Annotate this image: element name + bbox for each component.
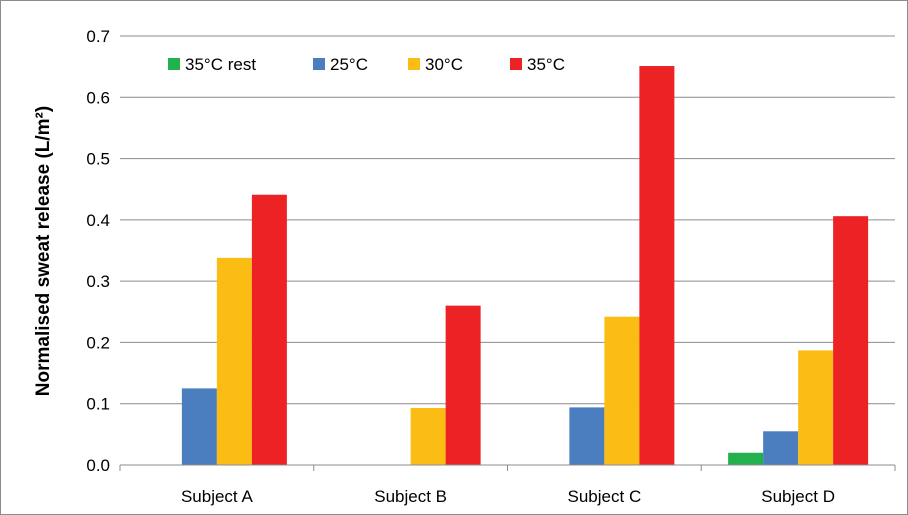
bar-subject-b-series-2	[410, 408, 446, 465]
y-tick-label: 0.6	[86, 88, 110, 107]
legend-label: 30°C	[425, 55, 463, 74]
bar-subject-c-series-2	[604, 316, 640, 465]
legend-swatch	[313, 58, 325, 70]
x-tick-label: Subject C	[568, 487, 642, 506]
bar-subject-a-series-3	[251, 194, 287, 466]
legend: 35°C rest 25°C 30°C 35°C	[168, 55, 565, 74]
legend-swatch	[510, 58, 522, 70]
bar-subject-c-series-1	[569, 407, 605, 465]
bar-subject-d-series-3	[833, 216, 869, 465]
x-tick-label: Subject B	[374, 487, 447, 506]
bar-subject-d-series-2	[798, 350, 834, 465]
bar-subject-a-series-1	[181, 388, 217, 465]
bar-subject-d-series-1	[763, 431, 799, 465]
x-tick-label: Subject D	[761, 487, 835, 506]
y-tick-label: 0.1	[86, 395, 110, 414]
y-tick-label: 0.0	[86, 456, 110, 475]
y-tick-label: 0.5	[86, 150, 110, 169]
legend-swatch	[408, 58, 420, 70]
y-axis-title: Normalised sweat release (L/m²)	[33, 106, 54, 396]
legend-swatch	[168, 58, 180, 70]
y-tick-labels: 0.0 0.1 0.2 0.3 0.4 0.5 0.6 0.7	[86, 27, 110, 475]
legend-label: 35°C rest	[185, 55, 256, 74]
x-tick-label: Subject A	[181, 487, 253, 506]
bar-subject-c-series-3	[639, 66, 675, 465]
y-tick-label: 0.2	[86, 333, 110, 352]
bar-subject-d-series-0	[728, 452, 764, 465]
bar-subject-b-series-3	[445, 305, 481, 465]
x-tick-labels: Subject A Subject B Subject C Subject D	[119, 465, 896, 506]
legend-label: 35°C	[527, 55, 565, 74]
y-tick-label: 0.4	[86, 211, 110, 230]
y-tick-label: 0.3	[86, 272, 110, 291]
bars	[181, 66, 869, 466]
legend-label: 25°C	[330, 55, 368, 74]
bar-subject-a-series-2	[216, 257, 252, 465]
y-tick-label: 0.7	[86, 27, 110, 46]
